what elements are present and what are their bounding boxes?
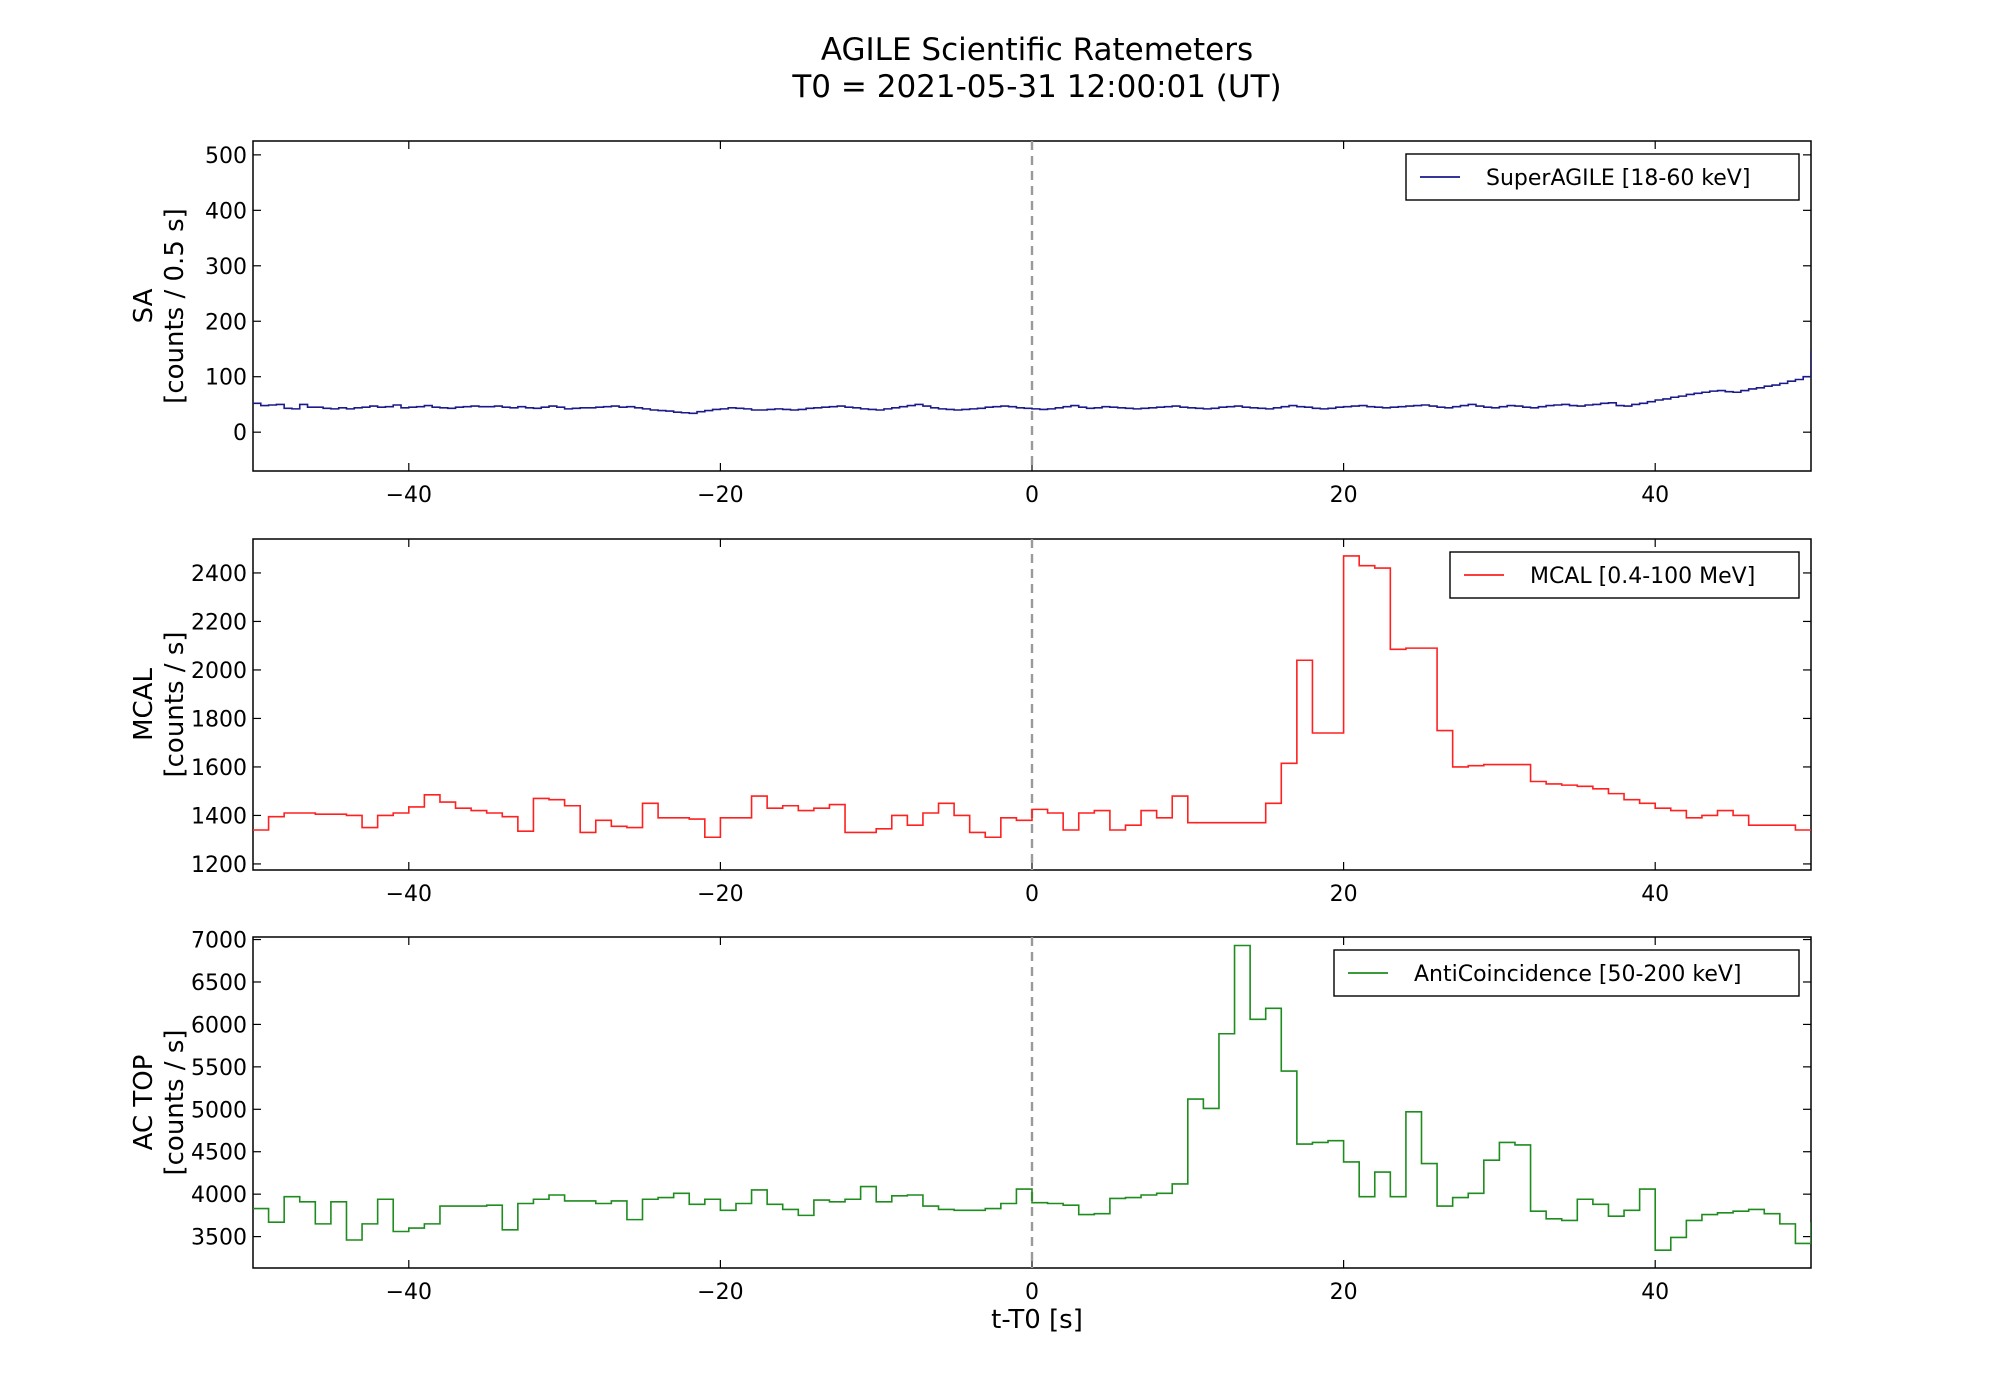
x-tick-label: −20 (697, 483, 743, 508)
panel-2: −40 −20 0 20 40 3500 4000 4500 5000 5500 6000 6500 7… (129, 929, 1812, 1305)
x-tick-label: 20 (1330, 483, 1358, 508)
x-tick-label: −40 (386, 483, 432, 508)
y-tick-label: 1600 (191, 756, 247, 781)
y-tick-label: 3500 (191, 1226, 247, 1251)
series-line-1 (253, 555, 1811, 839)
x-axis-label: t-T0 [s] (991, 1305, 1083, 1335)
y-tick-label: 5000 (191, 1098, 247, 1123)
legend-label: MCAL [0.4-100 MeV] (1530, 564, 1755, 589)
y-tick-label: 6500 (191, 971, 247, 996)
y-axis-label: MCAL[counts / s] (129, 631, 190, 777)
chart-subtitle: T0 = 2021-05-31 12:00:01 (UT) (791, 69, 1281, 105)
x-tick-label: 0 (1025, 1280, 1039, 1305)
y-axis-label-line1: AC TOP (129, 1055, 159, 1151)
y-tick-label: 500 (205, 144, 247, 169)
y-tick-label: 2200 (191, 610, 247, 635)
x-tick-label: 40 (1641, 483, 1669, 508)
y-axis-label: AC TOP[counts / s] (129, 1029, 190, 1175)
legend-label: SuperAGILE [18-60 keV] (1486, 166, 1750, 191)
x-tick-label: 20 (1330, 882, 1358, 907)
x-tick-label: 0 (1025, 882, 1039, 907)
chart-title: AGILE Scientific Ratemeters (821, 32, 1253, 68)
x-tick-label: −40 (386, 1280, 432, 1305)
y-axis-label: SA[counts / 0.5 s] (129, 208, 190, 404)
y-tick-label: 400 (205, 199, 247, 224)
legend-frame (1449, 551, 1800, 599)
x-tick-label: −20 (697, 882, 743, 907)
x-tick-label: 40 (1641, 1280, 1669, 1305)
legend-label: AntiCoincidence [50-200 keV] (1414, 962, 1742, 987)
legend-frame (1333, 949, 1800, 997)
y-axis-label-line2: [counts / s] (160, 631, 190, 777)
series-line-0 (253, 350, 1811, 415)
series-line-2 (253, 944, 1811, 1251)
y-tick-label: 200 (205, 310, 247, 335)
y-tick-label: 5500 (191, 1056, 247, 1081)
y-tick-label: 0 (233, 421, 247, 446)
x-tick-label: 20 (1330, 1280, 1358, 1305)
y-axis-label-line1: SA (129, 288, 159, 323)
x-tick-label: −20 (697, 1280, 743, 1305)
y-tick-label: 1800 (191, 707, 247, 732)
y-tick-label: 2400 (191, 562, 247, 587)
y-tick-label: 6000 (191, 1013, 247, 1038)
y-tick-label: 100 (205, 366, 247, 391)
y-tick-label: 7000 (191, 929, 247, 954)
y-axis-label-line2: [counts / 0.5 s] (160, 208, 190, 404)
y-tick-label: 4500 (191, 1141, 247, 1166)
legend: AntiCoincidence [50-200 keV] (1333, 949, 1800, 997)
y-axis-label-line1: MCAL (129, 668, 159, 741)
x-tick-label: 40 (1641, 882, 1669, 907)
x-tick-label: 0 (1025, 483, 1039, 508)
panel-1: −40 −20 0 20 40 1200 1400 1600 1800 2000 2200 2400 M… (129, 538, 1812, 907)
y-axis-label-line2: [counts / s] (160, 1029, 190, 1175)
y-tick-label: 1200 (191, 853, 247, 878)
y-tick-label: 300 (205, 255, 247, 280)
legend: MCAL [0.4-100 MeV] (1449, 551, 1800, 599)
x-tick-label: −40 (386, 882, 432, 907)
y-tick-label: 2000 (191, 659, 247, 684)
y-tick-label: 1400 (191, 804, 247, 829)
legend-frame (1405, 153, 1800, 201)
legend: SuperAGILE [18-60 keV] (1405, 153, 1800, 201)
y-tick-label: 4000 (191, 1183, 247, 1208)
